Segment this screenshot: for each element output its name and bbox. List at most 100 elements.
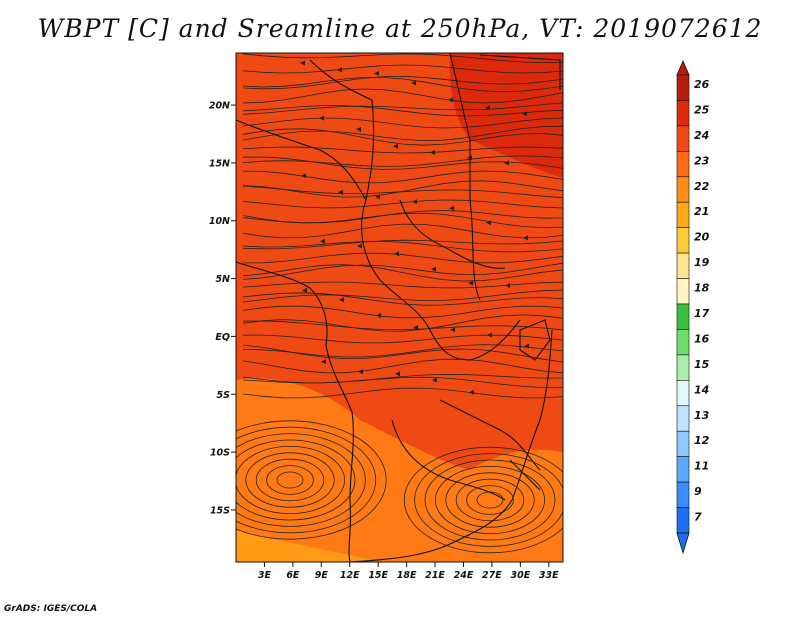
streamline-arrow <box>485 105 490 111</box>
streamline <box>242 320 563 331</box>
streamline-arrow <box>321 359 326 365</box>
gyre-streamline <box>403 446 563 554</box>
colorbar-swatch <box>676 125 690 152</box>
colorbar-label: 12 <box>694 434 710 447</box>
colorbar-label: 21 <box>694 205 709 218</box>
map-plot-area <box>236 53 563 562</box>
streamline-arrow <box>486 220 491 226</box>
colorbar-swatch <box>676 100 690 127</box>
streamline-arrow <box>337 67 342 73</box>
streamline <box>242 314 563 332</box>
gyre-streamline <box>445 472 535 528</box>
colorbar-swatch <box>676 201 690 228</box>
streamline-arrow <box>524 343 529 349</box>
streamline <box>242 155 563 167</box>
streamline-arrow <box>319 115 324 121</box>
map-frame <box>235 52 564 563</box>
streamline <box>242 212 563 229</box>
streamline <box>242 334 563 344</box>
wbpt-fill-warm-northeast <box>449 53 563 178</box>
anticyclone-streamline <box>266 465 314 495</box>
colorbar-label: 13 <box>694 409 710 422</box>
streamline-arrow <box>449 205 454 211</box>
lat-label: 5N <box>215 274 230 285</box>
colorbar-label: 19 <box>694 256 710 269</box>
colorbar-swatch <box>676 303 690 330</box>
streamline <box>242 117 563 129</box>
streamline-arrow <box>450 327 455 333</box>
colorbar-label: 22 <box>694 180 710 193</box>
streamline-arrow <box>376 313 381 319</box>
lon-label: 6E <box>286 570 300 581</box>
anticyclone-streamline <box>245 452 335 508</box>
colorbar-swatch <box>676 481 690 508</box>
lat-label: 5S <box>217 390 231 401</box>
colorbar-label: 23 <box>694 154 710 167</box>
streamline <box>242 240 563 253</box>
lon-label: 27E <box>482 570 502 581</box>
grads-credit: GrADS: IGES/COLA <box>4 604 98 614</box>
streamline-arrow <box>487 332 492 338</box>
colorbar-swatch <box>676 507 690 534</box>
colorbar-label: 25 <box>694 103 710 116</box>
lon-label: 33E <box>539 570 559 581</box>
lon-label: 21E <box>425 570 445 581</box>
colorbar-swatch <box>676 227 690 254</box>
lon-label: 30E <box>510 570 530 581</box>
colorbar-swatch <box>676 278 690 305</box>
lat-label: 20N <box>209 101 230 112</box>
streamline <box>242 358 563 374</box>
lat-label: 15S <box>210 505 230 516</box>
chart-title: WBPT [C] and Sreamline at 250hPa, VT: 20… <box>37 14 763 43</box>
gyre-streamline <box>455 478 525 522</box>
streamline <box>242 262 563 280</box>
streamline <box>242 125 563 142</box>
colorbar-label: 14 <box>694 383 709 396</box>
gyre-streamline <box>466 485 514 515</box>
lon-label: 12E <box>340 570 360 581</box>
streamline-arrow <box>358 369 363 375</box>
streamline-arrow <box>432 377 437 383</box>
colorbar-swatch <box>676 430 690 457</box>
streamline <box>242 76 563 93</box>
anticyclone-streamline <box>236 433 366 527</box>
streamline-arrow <box>523 235 528 241</box>
anticyclone-streamline <box>236 426 377 534</box>
colorbar-legend: 26 25 24 23 22 21 20 19 18 17 16 15 14 13 12 11 9 7 <box>676 59 710 555</box>
colorbar-label: 16 <box>694 332 710 345</box>
streamline-arrow <box>300 60 305 66</box>
colorbar-label: 20 <box>694 231 710 244</box>
streamline-arrow <box>320 238 325 244</box>
streamline-arrow <box>431 266 436 272</box>
streamline <box>242 170 563 184</box>
colorbar-top-arrow <box>676 59 690 76</box>
streamline-arrow <box>504 160 509 166</box>
streamline-arrow <box>375 194 380 200</box>
gyre-streamline <box>414 453 563 547</box>
streamline-arrow <box>468 280 473 286</box>
streamline-arrow <box>412 199 417 205</box>
anticyclone-streamline <box>255 458 325 502</box>
streamline <box>242 128 563 146</box>
streamline <box>242 88 563 104</box>
lon-label: 3E <box>258 570 272 581</box>
lat-label: 10N <box>209 216 230 227</box>
colorbar-swatch <box>676 380 690 407</box>
colorbar-swatch <box>676 354 690 381</box>
streamline-arrow <box>301 173 306 179</box>
streamline-arrow <box>374 71 379 77</box>
colorbar-swatch <box>676 176 690 203</box>
gyre-streamline <box>434 465 545 534</box>
streamline <box>242 344 563 363</box>
streamline-arrow <box>394 251 399 257</box>
longitude-axis: 3E 6E 9E 12E 15E 18E 21E 24E 27E 30E 33E <box>258 562 559 581</box>
anticyclone-streamline <box>236 446 345 514</box>
colorbar-label: 26 <box>694 78 710 91</box>
latitude-axis: 20N 15N 10N 5N EQ 5S 10S 15S <box>209 101 236 516</box>
streamline <box>242 185 563 199</box>
colorbar-swatch <box>676 329 690 356</box>
streamline <box>242 289 563 303</box>
streamline-arrow <box>448 97 453 103</box>
streamline <box>242 252 563 264</box>
